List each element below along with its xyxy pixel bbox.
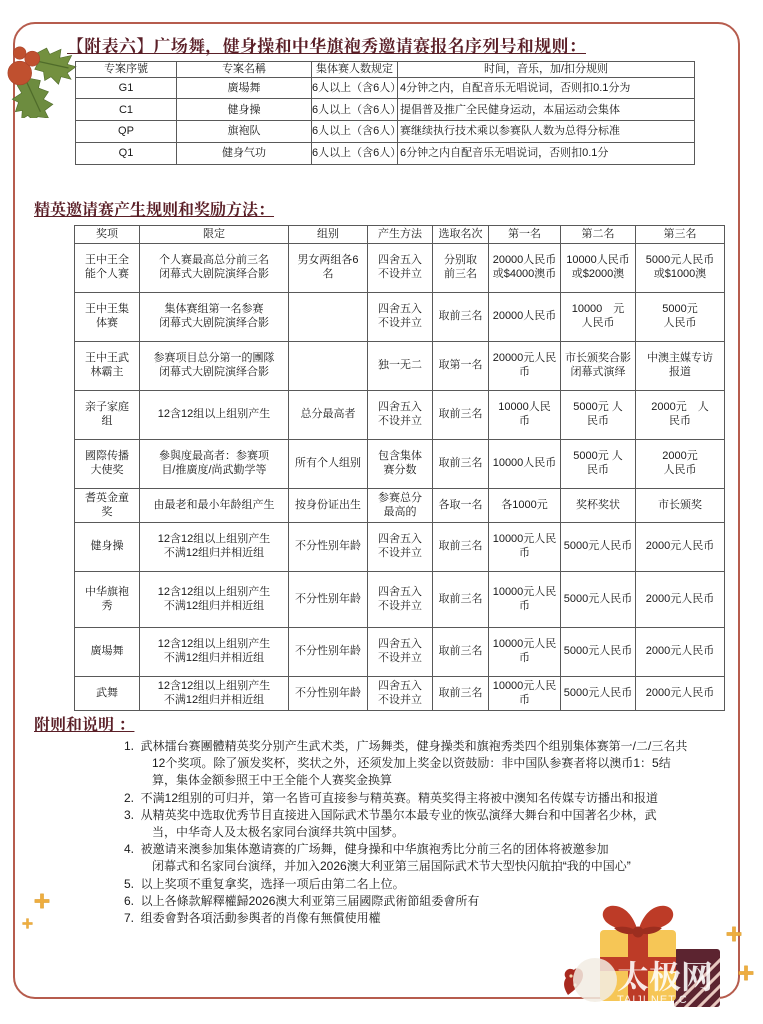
svg-text:TAIJI.NET.C: TAIJI.NET.C <box>617 994 688 1006</box>
svg-text:太极网: 太极网 <box>617 959 713 995</box>
